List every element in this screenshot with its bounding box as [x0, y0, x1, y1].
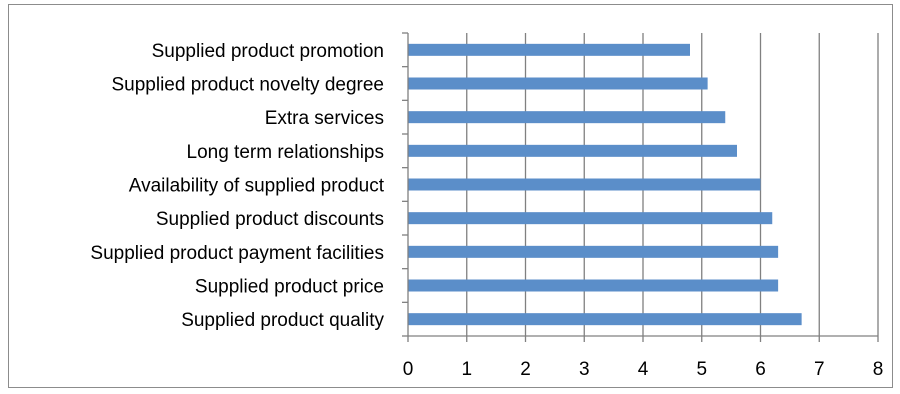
- x-tick-label: 1: [461, 359, 472, 380]
- x-tick-label: 7: [814, 359, 825, 380]
- x-tick-label: 5: [696, 359, 707, 380]
- category-label: Long term relationships: [187, 142, 385, 163]
- bar: [408, 144, 737, 157]
- x-tick-label: 2: [520, 359, 531, 380]
- bar: [408, 212, 773, 225]
- category-labels: Supplied product promotion Supplied produ…: [90, 41, 384, 331]
- bar: [408, 178, 761, 191]
- bar: [408, 77, 708, 90]
- category-label: Supplied product quality: [181, 310, 384, 331]
- bar: [408, 313, 802, 326]
- category-label: Extra services: [265, 108, 384, 129]
- x-tick-label: 3: [579, 359, 590, 380]
- category-label: Supplied product discounts: [156, 209, 384, 230]
- bar: [408, 279, 779, 292]
- category-label: Supplied product novelty degree: [111, 75, 384, 96]
- category-label: Supplied product payment facilities: [90, 243, 384, 264]
- bar: [408, 111, 726, 124]
- x-tick-label: 4: [638, 359, 649, 380]
- bar: [408, 245, 779, 258]
- x-tick-label: 0: [403, 359, 414, 380]
- category-label: Supplied product promotion: [152, 41, 384, 62]
- x-tick-label: 8: [873, 359, 884, 380]
- category-label: Availability of supplied product: [129, 176, 385, 197]
- bars: [408, 43, 802, 326]
- x-tick-label: 6: [755, 359, 766, 380]
- tick-labels: 0 1 2 3 4 5 6 7 8: [403, 359, 884, 380]
- bar: [408, 43, 690, 56]
- category-label: Supplied product price: [195, 277, 384, 298]
